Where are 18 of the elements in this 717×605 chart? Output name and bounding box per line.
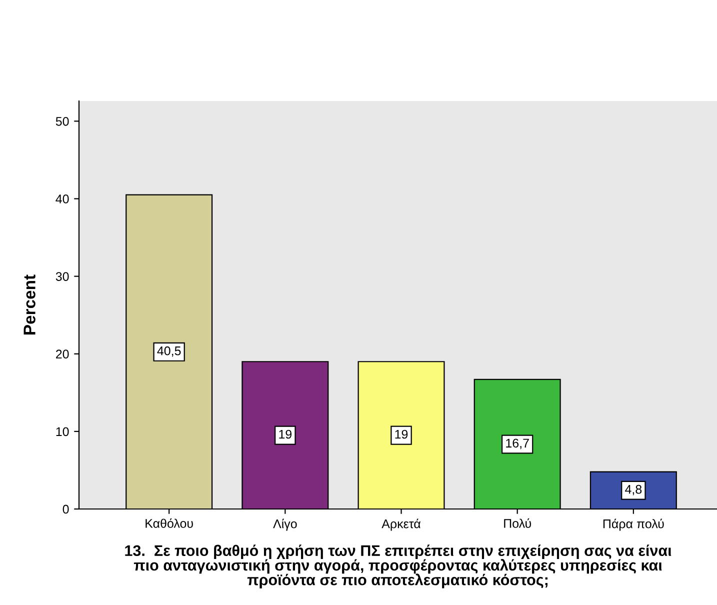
y-tick-label: 50 [56,116,69,126]
y-tick-label: 40 [56,194,69,204]
x-tick-label: Αρκετά [382,518,421,531]
data-label: 4,8 [625,484,642,496]
y-axis-title: Percent [24,274,36,334]
x-axis-title: 13. Σε ποιο βαθμό η χρήση των ΠΣ επιτρέπει στην επιχείρηση σας να είναι πιο ανταγωνιστική στην αγορά, προσφέροντας καλύτερες υπηρεσίες και προϊόντα σε πιο αποτελεσματικό κόστος; [125,544,672,588]
y-tick-label: 10 [56,427,69,436]
x-tick-label: Καθόλου [146,518,193,528]
data-label: 16,7 [506,438,529,450]
y-tick-label: 30 [56,272,69,281]
x-tick-label: Λίγο [273,518,297,531]
x-tick-label: Πολύ [504,518,532,528]
data-label: 40,5 [157,346,181,357]
data-label: 19 [395,430,408,439]
y-tick-label: 20 [56,350,69,359]
y-tick-label: 0 [62,504,69,514]
x-tick-label: Πάρα πολύ [603,518,664,531]
data-label: 19 [279,430,292,439]
